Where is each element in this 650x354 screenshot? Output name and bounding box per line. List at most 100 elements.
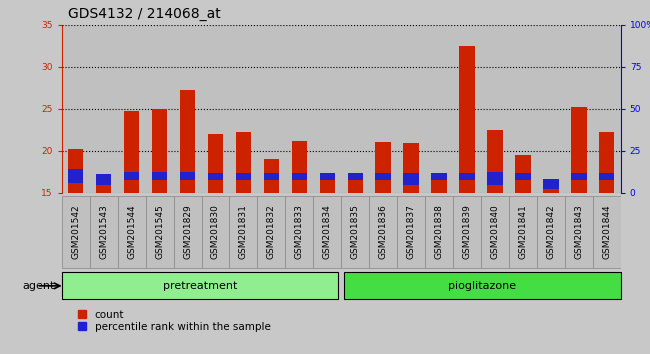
Bar xyxy=(285,196,313,268)
Bar xyxy=(460,46,474,193)
Bar xyxy=(509,196,537,268)
Bar xyxy=(543,182,558,193)
Bar xyxy=(432,173,447,193)
Text: agent: agent xyxy=(23,281,55,291)
Bar xyxy=(571,107,586,193)
Bar xyxy=(146,196,174,268)
Bar xyxy=(124,110,139,193)
Bar xyxy=(229,25,257,193)
Bar xyxy=(96,175,111,184)
Bar xyxy=(397,196,425,268)
Bar xyxy=(404,173,419,184)
Bar xyxy=(202,25,229,193)
Bar xyxy=(90,196,118,268)
Bar xyxy=(208,173,223,180)
Text: pioglitazone: pioglitazone xyxy=(448,281,517,291)
Bar xyxy=(180,90,195,193)
Bar xyxy=(376,143,391,193)
Legend: count, percentile rank within the sample: count, percentile rank within the sample xyxy=(78,310,270,332)
Bar xyxy=(565,25,593,193)
Bar xyxy=(62,25,90,193)
Text: GSM201839: GSM201839 xyxy=(463,204,471,259)
Bar xyxy=(348,173,363,180)
Bar xyxy=(320,176,335,193)
Bar xyxy=(118,25,146,193)
Bar xyxy=(236,132,251,193)
Bar xyxy=(68,169,83,183)
Text: GSM201544: GSM201544 xyxy=(127,205,136,259)
Text: GSM201543: GSM201543 xyxy=(99,205,108,259)
Bar xyxy=(593,25,621,193)
Bar xyxy=(292,173,307,180)
Text: GSM201545: GSM201545 xyxy=(155,205,164,259)
Bar xyxy=(432,173,447,180)
Bar xyxy=(264,159,279,193)
Bar xyxy=(313,196,341,268)
Bar xyxy=(348,175,363,193)
Text: GSM201842: GSM201842 xyxy=(547,205,555,259)
Bar xyxy=(537,25,565,193)
Text: pretreatment: pretreatment xyxy=(163,281,237,291)
Bar xyxy=(537,196,565,268)
Bar xyxy=(62,272,339,299)
Bar xyxy=(264,173,279,180)
Bar xyxy=(543,179,558,189)
Bar xyxy=(180,172,195,180)
Bar xyxy=(341,196,369,268)
Text: GSM201844: GSM201844 xyxy=(603,205,611,259)
Text: GSM201843: GSM201843 xyxy=(575,205,583,259)
Text: GSM201831: GSM201831 xyxy=(239,204,248,259)
Bar xyxy=(488,172,502,184)
Bar xyxy=(313,25,341,193)
Text: GSM201836: GSM201836 xyxy=(379,204,387,259)
Bar xyxy=(481,196,509,268)
Text: GSM201838: GSM201838 xyxy=(435,204,443,259)
Bar xyxy=(425,196,453,268)
Bar xyxy=(369,25,397,193)
Bar xyxy=(515,173,530,180)
Bar xyxy=(152,172,167,180)
Bar xyxy=(96,176,111,193)
Text: GSM201834: GSM201834 xyxy=(323,205,332,259)
Bar xyxy=(229,196,257,268)
Bar xyxy=(208,134,223,193)
Bar xyxy=(369,196,397,268)
Bar xyxy=(285,25,313,193)
Bar xyxy=(425,25,453,193)
Bar xyxy=(488,130,502,193)
Bar xyxy=(593,196,621,268)
Bar xyxy=(124,172,139,180)
Bar xyxy=(341,25,369,193)
Text: GSM201832: GSM201832 xyxy=(267,205,276,259)
Bar xyxy=(509,25,537,193)
Bar xyxy=(404,143,419,193)
Bar xyxy=(257,196,285,268)
Bar xyxy=(90,25,118,193)
Bar xyxy=(292,141,307,193)
Bar xyxy=(174,196,202,268)
Text: GSM201835: GSM201835 xyxy=(351,204,359,259)
Bar xyxy=(62,196,90,268)
Bar xyxy=(397,25,425,193)
Bar xyxy=(236,173,251,180)
Text: GSM201840: GSM201840 xyxy=(491,205,499,259)
Bar xyxy=(565,196,593,268)
Bar xyxy=(376,173,391,180)
Bar xyxy=(599,173,614,180)
Bar xyxy=(344,272,621,299)
Bar xyxy=(174,25,202,193)
Bar xyxy=(118,196,146,268)
Bar xyxy=(202,196,229,268)
Text: GSM201830: GSM201830 xyxy=(211,204,220,259)
Text: GSM201542: GSM201542 xyxy=(72,205,80,259)
Bar xyxy=(571,173,586,180)
Bar xyxy=(481,25,509,193)
Bar xyxy=(599,132,614,193)
Bar xyxy=(453,196,481,268)
Bar xyxy=(453,25,481,193)
Text: GDS4132 / 214068_at: GDS4132 / 214068_at xyxy=(68,7,221,21)
Text: GSM201837: GSM201837 xyxy=(407,204,415,259)
Bar xyxy=(68,149,83,193)
Bar xyxy=(257,25,285,193)
Bar xyxy=(460,173,474,180)
